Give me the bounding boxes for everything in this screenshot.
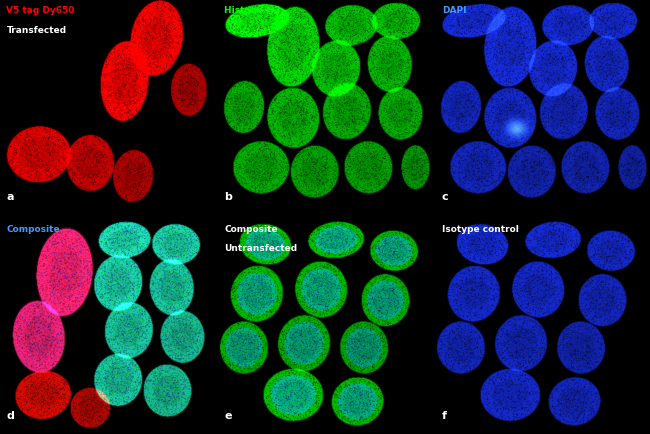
Text: V5 tag Dy650: V5 tag Dy650 [6, 7, 75, 16]
Text: DAPI: DAPI [442, 7, 467, 16]
Text: Composite: Composite [224, 225, 278, 234]
Text: b: b [224, 192, 232, 203]
Text: Isotype control: Isotype control [442, 225, 519, 234]
Text: a: a [6, 192, 14, 203]
Text: Composite: Composite [6, 225, 60, 234]
Text: d: d [6, 411, 14, 421]
Text: c: c [442, 192, 448, 203]
Text: Untransfected: Untransfected [224, 244, 297, 253]
Text: Transfected: Transfected [6, 26, 66, 35]
Text: e: e [224, 411, 231, 421]
Text: Histone H3: Histone H3 [224, 7, 280, 16]
Text: f: f [442, 411, 447, 421]
